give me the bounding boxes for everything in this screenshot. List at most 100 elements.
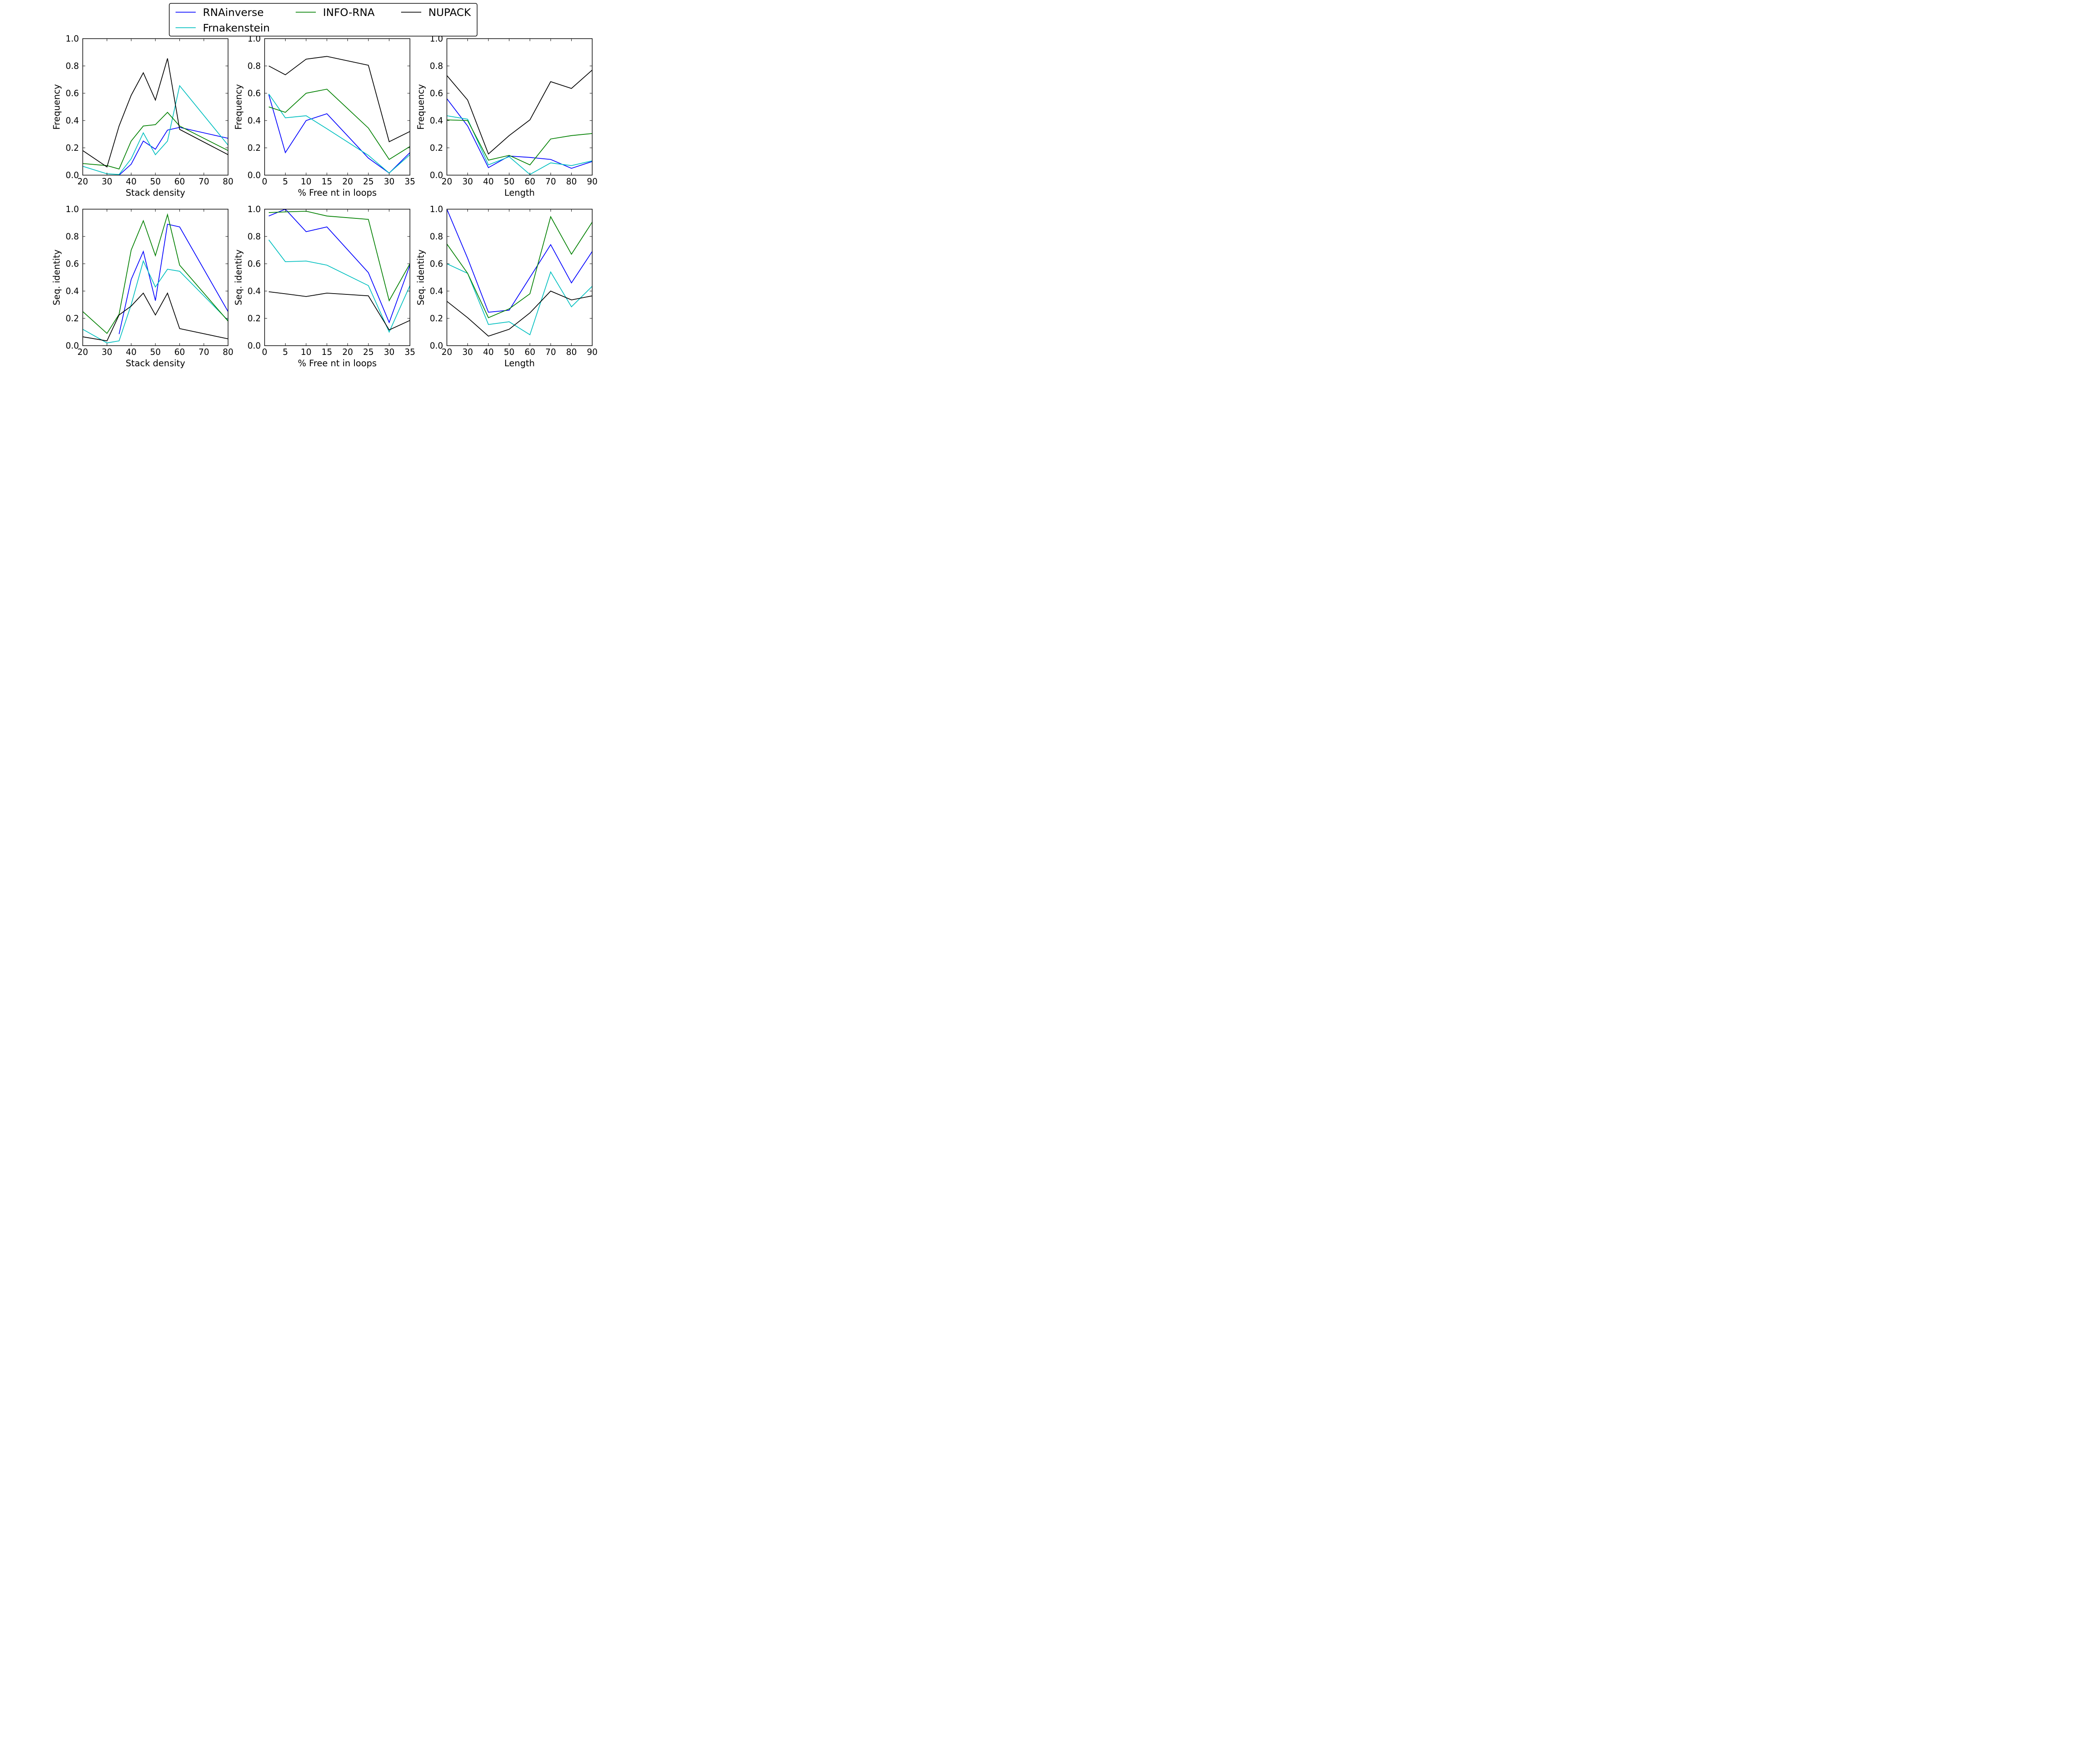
x-tick-label: 80	[566, 347, 577, 357]
y-tick-label: 0.4	[66, 286, 79, 296]
x-tick-label: 30	[462, 347, 473, 357]
x-tick-label: 60	[174, 347, 185, 357]
plot-frame	[264, 38, 410, 176]
x-tick-label: 90	[587, 176, 597, 186]
figure: 20 30 40 50 60 70 80 0.0 0.2 0.4 0.6 0.8 1.0 Stack de…	[52, 3, 598, 368]
series-line-frnakenstein	[447, 115, 592, 175]
legend-frame	[169, 3, 478, 37]
y-tick-label: 0.4	[430, 286, 443, 296]
y-tick-label: 0.0	[247, 170, 261, 180]
series-line-info-rna	[268, 210, 410, 302]
series-line-rnainverse	[118, 127, 228, 175]
x-tick-label: 30	[462, 176, 473, 186]
subplot-2: 0 5 10 15 20 25 30 350.00.20.40.60.81.0% Free n…	[234, 34, 415, 198]
plot-frame	[446, 38, 593, 176]
y-tick-label: 0.2	[66, 143, 79, 153]
series-line-frnakenstein	[268, 94, 410, 174]
x-tick-label: 30	[384, 176, 394, 186]
y-tick-label: 0.2	[247, 313, 261, 323]
y-axis-label: Seq. identity	[52, 249, 62, 305]
x-tick-label: 20	[77, 176, 88, 186]
x-axis-label: Stack density	[126, 188, 185, 198]
x-tick-label: 35	[404, 176, 415, 186]
x-tick-label: 70	[199, 176, 209, 186]
y-tick-label: 0.2	[430, 313, 443, 323]
y-tick-label: 0.0	[247, 341, 261, 351]
y-tick-label: 0.4	[430, 116, 443, 126]
subplot-5: 0 5 10 15 20 25 30 35 0.0 0.2 0.4 0.6 0.8 1.0 % Free n…	[234, 204, 415, 368]
series-line-info-rna	[83, 112, 228, 170]
legend: RNAinverse INFO-RNA NUPACK Frnakenstein	[169, 3, 478, 37]
y-tick-label: 0.0	[430, 341, 443, 351]
series-line-info-rna	[447, 119, 592, 165]
x-tick-label: 30	[102, 176, 112, 186]
series-line-frnakenstein	[83, 260, 228, 344]
x-tick-label: 40	[126, 176, 136, 186]
legend-label-info-rna: INFO-RNA	[323, 6, 375, 18]
x-axis-label: % Free nt in loops	[298, 358, 377, 368]
y-tick-label: 0.2	[247, 143, 261, 153]
y-tick-label: 1.0	[247, 204, 261, 214]
y-tick-label: 0.4	[247, 116, 261, 126]
series-line-frnakenstein	[268, 239, 410, 333]
y-tick-label: 0.0	[66, 170, 79, 180]
x-tick-label: 10	[301, 176, 311, 186]
x-tick-label: 15	[322, 176, 332, 186]
series-line-nupack	[83, 58, 228, 168]
x-tick-label: 50	[504, 176, 514, 186]
y-tick-label: 0.2	[66, 313, 79, 323]
legend-label-rnainverse: RNAinverse	[203, 6, 264, 18]
subplot-3: 20 30 40 50 60 70 80 900.00.20.40.60.81.0Length…	[416, 34, 598, 198]
x-tick-label: 35	[404, 347, 415, 357]
x-tick-label: 80	[566, 176, 577, 186]
x-axis-label: Stack density	[126, 358, 185, 368]
x-tick-label: 30	[102, 347, 112, 357]
x-tick-label: 25	[363, 347, 373, 357]
subplot-grid: 20 30 40 50 60 70 80 0.0 0.2 0.4 0.6 0.8 1.0 Stack de…	[52, 34, 598, 368]
x-tick-label: 80	[223, 347, 233, 357]
y-axis-label: Frequency	[52, 84, 62, 130]
x-tick-label: 40	[483, 176, 494, 186]
x-tick-label: 60	[174, 176, 185, 186]
plot-frame	[264, 209, 410, 346]
legend-label-frnakenstein: Frnakenstein	[203, 22, 270, 34]
series-line-nupack	[83, 292, 228, 341]
subplot-1: 20 30 40 50 60 70 80 0.0 0.2 0.4 0.6 0.8 1.0 Stack de…	[52, 34, 234, 198]
x-tick-label: 15	[322, 347, 332, 357]
x-tick-label: 10	[301, 347, 311, 357]
series-line-frnakenstein	[447, 263, 592, 336]
series-line-rnainverse	[447, 98, 592, 169]
legend-label-nupack: NUPACK	[428, 6, 471, 18]
x-tick-label: 20	[441, 176, 452, 186]
x-tick-label: 20	[342, 176, 353, 186]
x-tick-label: 90	[587, 347, 597, 357]
series-line-info-rna	[447, 215, 592, 318]
y-tick-label: 0.6	[430, 88, 443, 98]
x-axis-label: Length	[504, 358, 535, 368]
x-tick-label: 0	[262, 347, 268, 357]
y-tick-label: 0.6	[66, 88, 79, 98]
y-tick-label: 0.8	[66, 231, 79, 242]
x-tick-label: 60	[525, 176, 535, 186]
y-tick-label: 0.8	[430, 61, 443, 71]
y-tick-label: 0.6	[247, 259, 261, 269]
y-tick-label: 0.4	[66, 116, 79, 126]
x-tick-label: 60	[525, 347, 535, 357]
x-tick-label: 70	[199, 347, 209, 357]
plot-frame	[446, 209, 593, 346]
y-axis-label: Seq. identity	[416, 249, 426, 305]
y-tick-label: 1.0	[66, 204, 79, 214]
x-tick-label: 80	[223, 176, 233, 186]
y-axis-label: Seq. identity	[234, 249, 244, 305]
series-line-info-rna	[268, 89, 410, 160]
series-line-info-rna	[83, 213, 228, 334]
subplot-6: 20 30 40 50 60 70 80 90 0.0 0.2 0.4 0.6 0.8 1.0 Length…	[416, 204, 598, 368]
series-line-nupack	[268, 56, 410, 142]
plot-frame	[82, 209, 228, 346]
x-tick-label: 20	[441, 347, 452, 357]
y-tick-label: 0.8	[430, 231, 443, 242]
x-tick-label: 50	[150, 176, 160, 186]
x-tick-label: 25	[363, 176, 373, 186]
x-tick-label: 70	[545, 176, 556, 186]
x-tick-label: 50	[504, 347, 514, 357]
